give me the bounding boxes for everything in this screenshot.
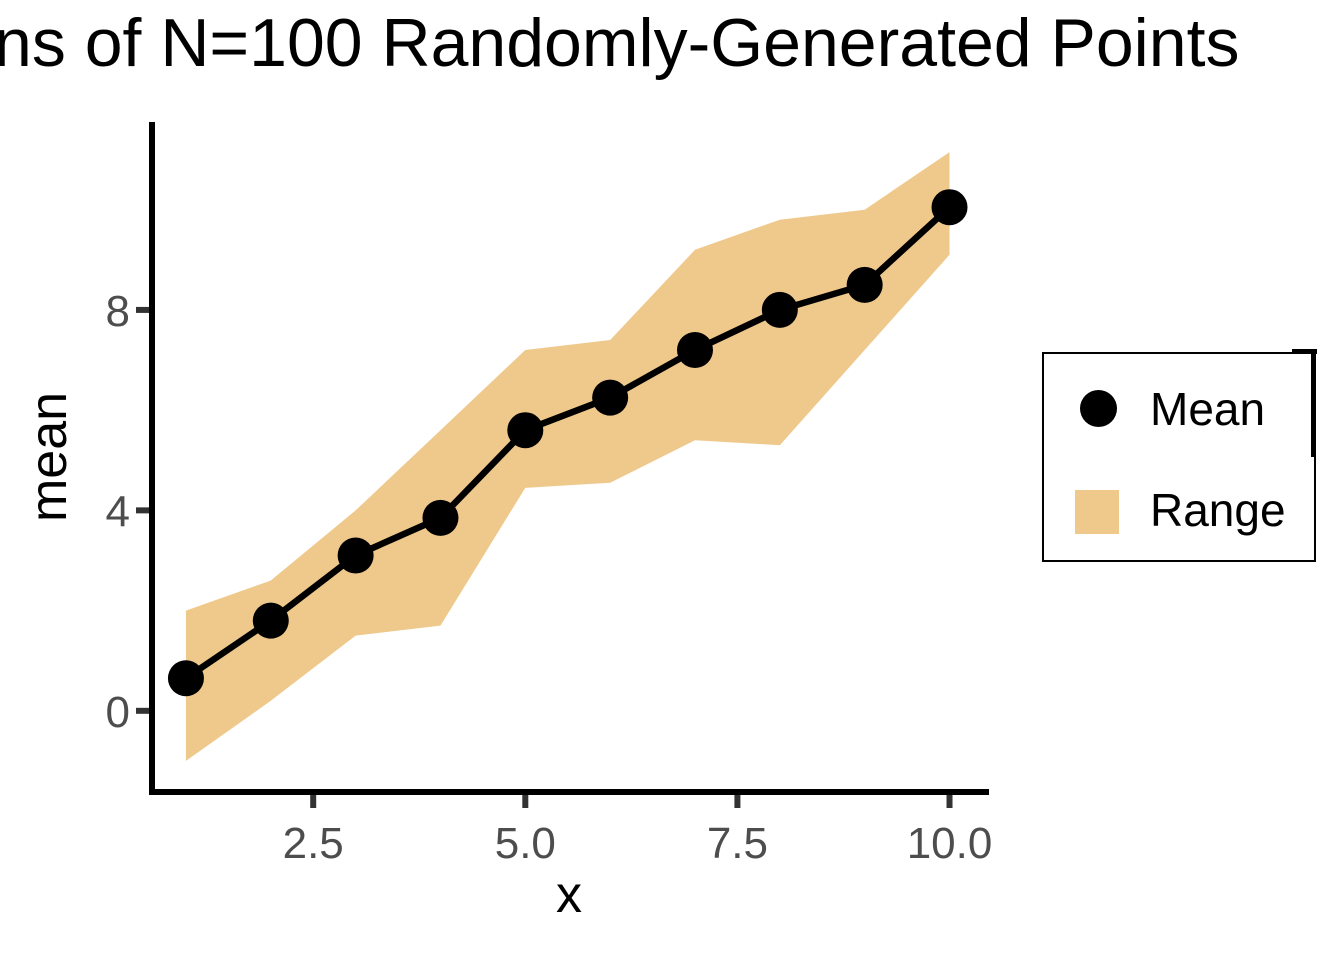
legend-mean-marker-icon	[1080, 390, 1117, 427]
mean-point	[167, 660, 204, 697]
legend-range-marker-icon	[1075, 490, 1119, 534]
mean-point	[761, 291, 798, 328]
x-axis-title: x	[556, 866, 582, 924]
x-tick-label: 5.0	[495, 819, 556, 868]
mean-point	[252, 602, 289, 639]
legend-box-fragment-top	[1292, 349, 1317, 354]
y-axis-title: mean	[20, 392, 78, 522]
x-tick-label: 7.5	[707, 819, 768, 868]
range-ribbon	[185, 152, 950, 761]
mean-point	[846, 266, 883, 303]
y-tick-label: 0	[106, 688, 130, 737]
mean-point	[931, 189, 968, 226]
y-tick-label: 8	[106, 287, 130, 336]
legend: Mean Range	[1042, 352, 1316, 562]
legend-label-mean: Mean	[1150, 383, 1266, 435]
axis-lines	[149, 122, 989, 795]
mean-point	[676, 332, 713, 369]
mean-point	[422, 499, 459, 536]
x-tick-label: 10.0	[907, 819, 993, 868]
x-tick-label: 2.5	[283, 819, 344, 868]
legend-label-range: Range	[1150, 484, 1286, 536]
legend-box-fragment-right	[1311, 349, 1316, 457]
mean-point	[337, 537, 374, 574]
y-tick-label: 4	[106, 487, 130, 536]
mean-line	[184, 204, 952, 681]
mean-point	[592, 379, 629, 416]
mean-point	[507, 412, 544, 449]
chart-title: ns of N=100 Randomly-Generated Points	[0, 5, 1240, 81]
